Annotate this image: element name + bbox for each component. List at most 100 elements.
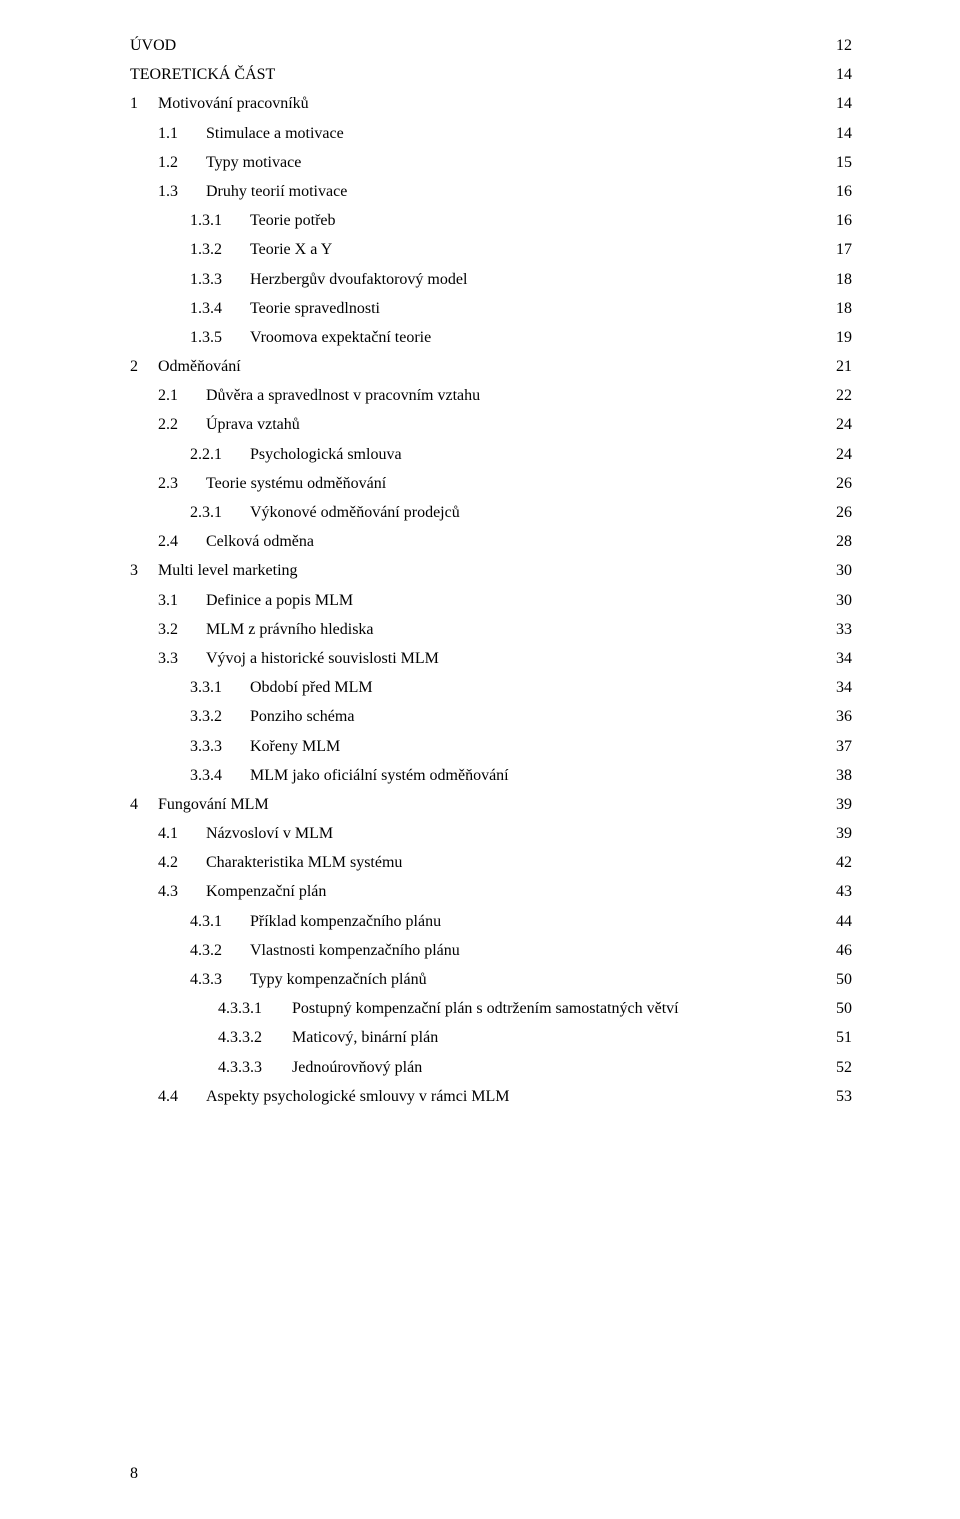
toc-entry: 4.3.1Příklad kompenzačního plánu44 bbox=[130, 908, 852, 935]
toc-entry-title: Motivování pracovníků bbox=[158, 90, 309, 117]
toc-entry-number: 2.2 bbox=[158, 411, 206, 438]
toc-entry-title: Multi level marketing bbox=[158, 557, 298, 584]
toc-entry: 4.3.3.1Postupný kompenzační plán s odtrž… bbox=[130, 995, 852, 1022]
toc-entry-page: 22 bbox=[836, 382, 852, 409]
toc-entry-page: 34 bbox=[836, 674, 852, 701]
toc-entry-title: Ponziho schéma bbox=[250, 703, 354, 730]
toc-entry-number: 4.4 bbox=[158, 1083, 206, 1110]
toc-entry-number: 4.3.3 bbox=[190, 966, 250, 993]
toc-entry-page: 39 bbox=[836, 791, 852, 818]
toc-entry-title: Teorie X a Y bbox=[250, 236, 332, 263]
table-of-contents: ÚVOD12TEORETICKÁ ČÁST141Motivování praco… bbox=[130, 32, 852, 1110]
toc-entry-page: 39 bbox=[836, 820, 852, 847]
toc-entry: TEORETICKÁ ČÁST14 bbox=[130, 61, 852, 88]
toc-entry-title: Příklad kompenzačního plánu bbox=[250, 908, 441, 935]
toc-entry-number: 3.3.1 bbox=[190, 674, 250, 701]
toc-entry-number: 3.3.3 bbox=[190, 733, 250, 760]
toc-entry-page: 26 bbox=[836, 470, 852, 497]
toc-entry-title: Definice a popis MLM bbox=[206, 587, 353, 614]
toc-entry-title: Kořeny MLM bbox=[250, 733, 340, 760]
toc-entry: 3Multi level marketing30 bbox=[130, 557, 852, 584]
toc-entry: 2.3.1Výkonové odměňování prodejců26 bbox=[130, 499, 852, 526]
toc-entry-page: 17 bbox=[836, 236, 852, 263]
toc-entry-number: 4.3.3.3 bbox=[218, 1054, 292, 1081]
toc-entry-number: 1.3.4 bbox=[190, 295, 250, 322]
toc-entry-title: ÚVOD bbox=[130, 32, 176, 59]
toc-entry-title: Stimulace a motivace bbox=[206, 120, 344, 147]
toc-entry: 1.3Druhy teorií motivace16 bbox=[130, 178, 852, 205]
toc-entry-title: Typy kompenzačních plánů bbox=[250, 966, 427, 993]
toc-entry-number: 4 bbox=[130, 791, 158, 818]
toc-entry: 2.2Úprava vztahů24 bbox=[130, 411, 852, 438]
toc-entry: 3.3.1Období před MLM34 bbox=[130, 674, 852, 701]
toc-entry: 1.2Typy motivace15 bbox=[130, 149, 852, 176]
toc-entry-title: Aspekty psychologické smlouvy v rámci ML… bbox=[206, 1083, 510, 1110]
toc-entry-page: 21 bbox=[836, 353, 852, 380]
toc-entry-page: 38 bbox=[836, 762, 852, 789]
toc-entry: 3.3.2Ponziho schéma36 bbox=[130, 703, 852, 730]
toc-entry-number: 4.3.2 bbox=[190, 937, 250, 964]
toc-entry-title: Teorie systému odměňování bbox=[206, 470, 386, 497]
toc-entry-number: 4.2 bbox=[158, 849, 206, 876]
toc-entry-title: Celková odměna bbox=[206, 528, 314, 555]
toc-entry-number: 4.3.1 bbox=[190, 908, 250, 935]
toc-entry-title: MLM jako oficiální systém odměňování bbox=[250, 762, 509, 789]
toc-entry-page: 30 bbox=[836, 587, 852, 614]
toc-entry-page: 14 bbox=[836, 120, 852, 147]
toc-entry: 1.1Stimulace a motivace14 bbox=[130, 120, 852, 147]
toc-entry-page: 14 bbox=[836, 61, 852, 88]
toc-entry-number: 2 bbox=[130, 353, 158, 380]
toc-entry-title: Teorie potřeb bbox=[250, 207, 336, 234]
toc-entry-page: 26 bbox=[836, 499, 852, 526]
toc-entry-page: 33 bbox=[836, 616, 852, 643]
toc-entry-title: Druhy teorií motivace bbox=[206, 178, 347, 205]
toc-entry-page: 42 bbox=[836, 849, 852, 876]
toc-entry-number: 2.1 bbox=[158, 382, 206, 409]
toc-entry-page: 30 bbox=[836, 557, 852, 584]
toc-entry-number: 1.3.5 bbox=[190, 324, 250, 351]
toc-entry-number: 1.3.1 bbox=[190, 207, 250, 234]
toc-entry-number: 3.2 bbox=[158, 616, 206, 643]
toc-entry-title: Psychologická smlouva bbox=[250, 441, 402, 468]
toc-entry-title: Charakteristika MLM systému bbox=[206, 849, 402, 876]
toc-entry: 3.2MLM z právního hlediska33 bbox=[130, 616, 852, 643]
toc-entry-number: 2.2.1 bbox=[190, 441, 250, 468]
toc-entry-page: 12 bbox=[836, 32, 852, 59]
toc-entry-number: 2.4 bbox=[158, 528, 206, 555]
toc-entry-page: 18 bbox=[836, 266, 852, 293]
toc-entry: 4.4Aspekty psychologické smlouvy v rámci… bbox=[130, 1083, 852, 1110]
toc-entry-title: Maticový, binární plán bbox=[292, 1024, 438, 1051]
toc-entry-page: 24 bbox=[836, 411, 852, 438]
toc-entry-number: 3.3.4 bbox=[190, 762, 250, 789]
toc-entry: 1.3.5Vroomova expektační teorie19 bbox=[130, 324, 852, 351]
toc-entry-title: Herzbergův dvoufaktorový model bbox=[250, 266, 467, 293]
toc-entry-title: Důvěra a spravedlnost v pracovním vztahu bbox=[206, 382, 480, 409]
toc-entry: 3.1Definice a popis MLM30 bbox=[130, 587, 852, 614]
toc-entry-page: 46 bbox=[836, 937, 852, 964]
toc-entry-number: 3.3 bbox=[158, 645, 206, 672]
toc-entry-page: 24 bbox=[836, 441, 852, 468]
toc-entry-title: Typy motivace bbox=[206, 149, 301, 176]
toc-entry: 2.3Teorie systému odměňování 26 bbox=[130, 470, 852, 497]
toc-entry-title: Kompenzační plán bbox=[206, 878, 326, 905]
page-number: 8 bbox=[130, 1465, 138, 1483]
toc-entry: 4.2Charakteristika MLM systému 42 bbox=[130, 849, 852, 876]
toc-entry-number: 2.3 bbox=[158, 470, 206, 497]
toc-entry: 2.2.1Psychologická smlouva 24 bbox=[130, 441, 852, 468]
toc-entry: 3.3Vývoj a historické souvislosti MLM34 bbox=[130, 645, 852, 672]
toc-entry-page: 37 bbox=[836, 733, 852, 760]
toc-entry-number: 1.2 bbox=[158, 149, 206, 176]
toc-entry: 4.3.3Typy kompenzačních plánů50 bbox=[130, 966, 852, 993]
toc-entry: 3.3.4MLM jako oficiální systém odměňován… bbox=[130, 762, 852, 789]
toc-entry-number: 3.3.2 bbox=[190, 703, 250, 730]
toc-entry-page: 28 bbox=[836, 528, 852, 555]
toc-entry: 1.3.2Teorie X a Y 17 bbox=[130, 236, 852, 263]
toc-entry-number: 1.3.2 bbox=[190, 236, 250, 263]
toc-entry-title: Fungování MLM bbox=[158, 791, 269, 818]
toc-entry: ÚVOD 12 bbox=[130, 32, 852, 59]
toc-entry-number: 4.3 bbox=[158, 878, 206, 905]
toc-entry-page: 52 bbox=[836, 1054, 852, 1081]
toc-entry-title: Postupný kompenzační plán s odtržením sa… bbox=[292, 995, 679, 1022]
toc-entry-page: 19 bbox=[836, 324, 852, 351]
toc-entry: 4.3.3.3Jednoúrovňový plán52 bbox=[130, 1054, 852, 1081]
